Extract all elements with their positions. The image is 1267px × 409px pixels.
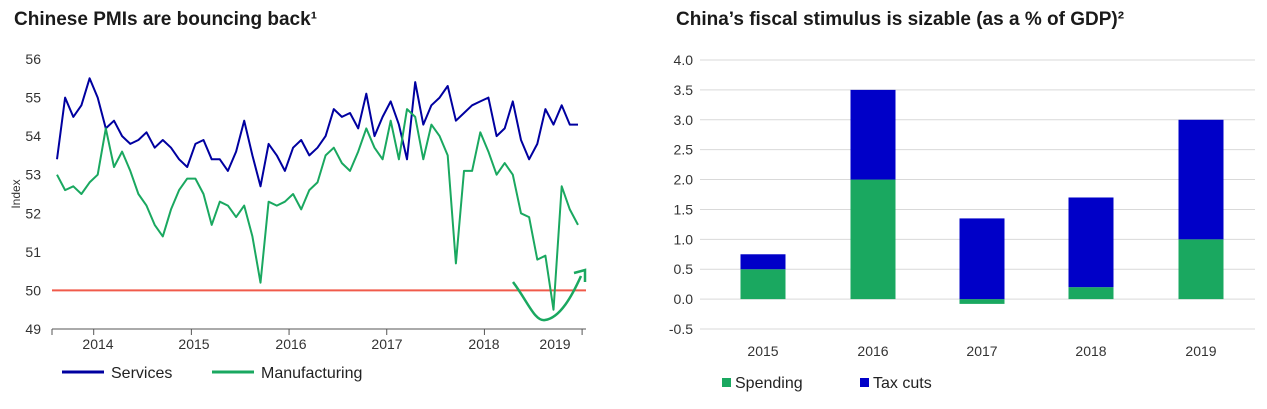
- x-tick-label: 2019: [1185, 343, 1216, 359]
- bar-tax-cuts-2019: [1178, 119, 1224, 240]
- y-tick-label: 51: [25, 244, 41, 260]
- legend-label: Manufacturing: [261, 365, 362, 382]
- y-tick-label: 1.0: [674, 231, 694, 247]
- bar-spending-2016: [850, 179, 896, 300]
- bar-tax-cuts-2018: [1068, 197, 1114, 288]
- legend-swatch: [722, 378, 731, 387]
- line-series-manufacturing: [56, 108, 579, 311]
- x-tick-label: 2015: [747, 343, 778, 359]
- x-tick-label: 2017: [371, 336, 402, 352]
- x-tick-label: 2018: [468, 336, 499, 352]
- x-tick-label: 2019: [539, 336, 570, 352]
- y-tick-label: 0.0: [674, 291, 694, 307]
- y-tick-label: 52: [25, 205, 41, 221]
- y-tick-label: -0.5: [669, 321, 693, 337]
- bar-spending-2015: [740, 269, 786, 300]
- bar-tax-cuts-2016: [850, 89, 896, 180]
- y-tick-label: 56: [25, 51, 41, 67]
- y-tick-label: 4.0: [674, 52, 694, 68]
- bar-spending-2018: [1068, 287, 1114, 300]
- right-chart-title: China’s fiscal stimulus is sizable (as a…: [676, 9, 1125, 30]
- y-tick-label: 2.0: [674, 172, 694, 188]
- x-tick-label: 2014: [82, 336, 113, 352]
- y-tick-label: 53: [25, 167, 41, 183]
- x-tick-label: 2016: [857, 343, 888, 359]
- bar-spending-2017: [959, 299, 1005, 304]
- y-tick-label: 3.5: [674, 82, 694, 98]
- legend-label: Services: [111, 365, 172, 382]
- legend-label: Spending: [735, 375, 803, 392]
- y-tick-label: 3.0: [674, 112, 694, 128]
- bar-tax-cuts-2015: [740, 254, 786, 270]
- x-tick-label: 2016: [275, 336, 306, 352]
- y-tick-label: 54: [25, 128, 41, 144]
- y-tick-label: 0.5: [674, 261, 694, 277]
- y-tick-label: 55: [25, 90, 41, 106]
- rebound-arrow-head: [573, 268, 587, 282]
- y-tick-label: 50: [25, 282, 41, 298]
- rebound-arrow: [511, 275, 583, 322]
- x-tick-label: 2015: [178, 336, 209, 352]
- y-tick-label: 2.5: [674, 142, 694, 158]
- bar-tax-cuts-2017: [959, 218, 1005, 300]
- bar-spending-2019: [1178, 239, 1224, 300]
- y-tick-label: 49: [25, 321, 41, 337]
- line-series-services: [56, 77, 578, 188]
- y-axis-label: Index: [9, 179, 23, 208]
- legend-label: Tax cuts: [873, 375, 932, 392]
- x-tick-label: 2018: [1075, 343, 1106, 359]
- left-chart-title: Chinese PMIs are bouncing back¹: [14, 9, 318, 30]
- legend-swatch: [860, 378, 869, 387]
- x-tick-label: 2017: [966, 343, 997, 359]
- y-tick-label: 1.5: [674, 201, 694, 217]
